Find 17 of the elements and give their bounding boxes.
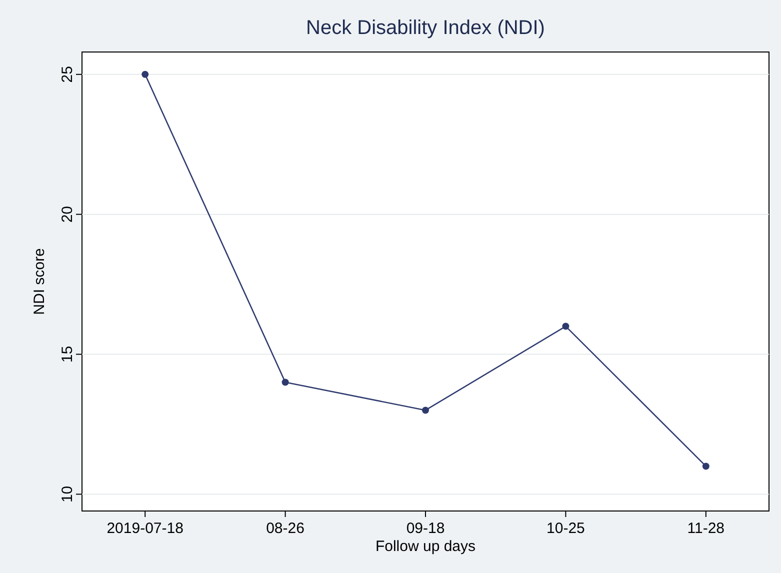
point (282, 378, 289, 386)
point (562, 322, 570, 330)
y-tick-label: 15 (59, 346, 76, 363)
x-tick-label: 2019-07-18 (106, 520, 184, 537)
y-tick-label: 20 (59, 206, 76, 223)
point (702, 462, 710, 470)
y-axis-title: NDI score (31, 248, 48, 315)
x-tick-label: 09-18 (406, 520, 445, 537)
x-tick-label: 10-25 (546, 520, 585, 537)
x-tick-label: 08-26 (266, 520, 304, 537)
x-tick-label: 11-28 (687, 520, 725, 537)
x-axis-title: Follow up days (375, 538, 476, 555)
y-tick-label: 10 (59, 486, 76, 503)
point (422, 406, 429, 414)
chart-title: Neck Disability Index (NDI) (306, 17, 545, 39)
point (142, 70, 149, 78)
y-tick-label: 25 (59, 66, 76, 83)
